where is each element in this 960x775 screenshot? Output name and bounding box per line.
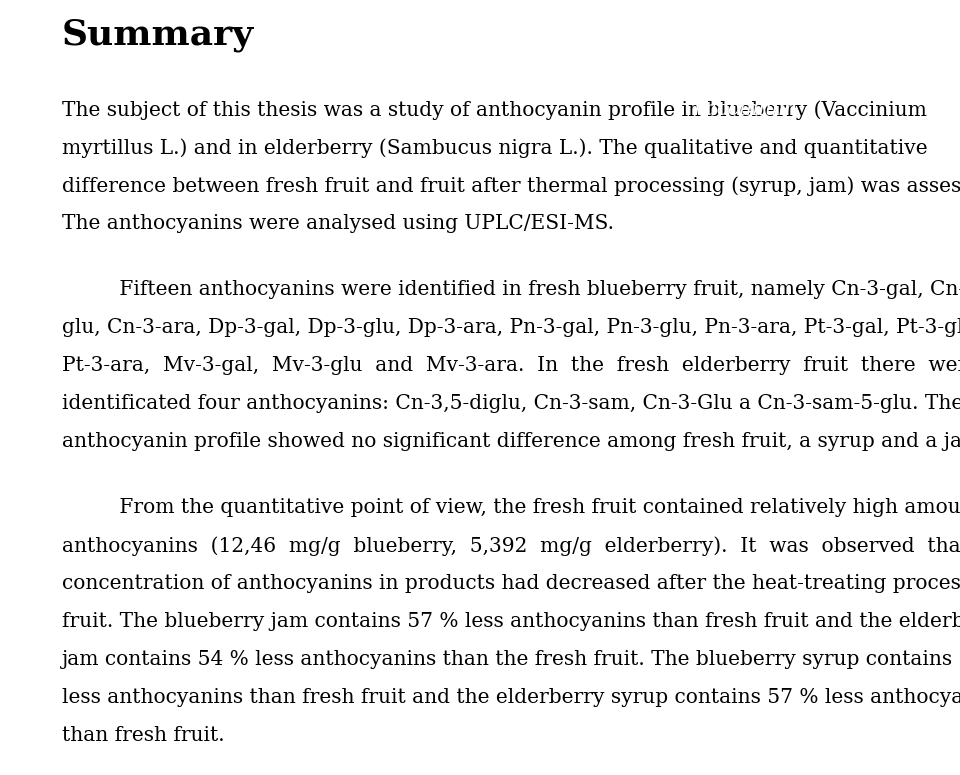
Text: myrtillus L.) and in elderberry (Sambucus nigra L.). The qualitative and quantit: myrtillus L.) and in elderberry (Sambucu… <box>62 138 927 157</box>
Text: than fresh fruit.: than fresh fruit. <box>62 726 225 745</box>
Text: jam contains 54 % less anthocyanins than the fresh fruit. The blueberry syrup co: jam contains 54 % less anthocyanins than… <box>62 650 960 669</box>
Text: less anthocyanins than fresh fruit and the elderberry syrup contains 57 % less a: less anthocyanins than fresh fruit and t… <box>62 688 960 707</box>
Text: Summary: Summary <box>62 18 254 52</box>
Text: glu, Cn-3-ara, Dp-3-gal, Dp-3-glu, Dp-3-ara, Pn-3-gal, Pn-3-glu, Pn-3-ara, Pt-3-: glu, Cn-3-ara, Dp-3-gal, Dp-3-glu, Dp-3-… <box>62 318 960 337</box>
Text: The anthocyanins were analysed using UPLC/ESI-MS.: The anthocyanins were analysed using UPL… <box>62 214 614 233</box>
Text: The subject of this thesis was a study of anthocyanin profile in blueberry (Vacc: The subject of this thesis was a study o… <box>62 100 926 119</box>
Text: Vaccinium: Vaccinium <box>693 100 798 119</box>
Text: fruit. The blueberry jam contains 57 % less anthocyanins than fresh fruit and th: fruit. The blueberry jam contains 57 % l… <box>62 612 960 631</box>
Text: anthocyanin profile showed no significant difference among fresh fruit, a syrup : anthocyanin profile showed no significan… <box>62 432 960 451</box>
Text: identificated four anthocyanins: Cn-3,5-diglu, Cn-3-sam, Cn-3-Glu a Cn-3-sam-5-g: identificated four anthocyanins: Cn-3,5-… <box>62 394 960 413</box>
Text: anthocyanins  (12,46  mg/g  blueberry,  5,392  mg/g  elderberry).  It  was  obse: anthocyanins (12,46 mg/g blueberry, 5,39… <box>62 536 960 556</box>
Text: difference between fresh fruit and fruit after thermal processing (syrup, jam) w: difference between fresh fruit and fruit… <box>62 176 960 195</box>
Text: Pt-3-ara,  Mv-3-gal,  Mv-3-glu  and  Mv-3-ara.  In  the  fresh  elderberry  frui: Pt-3-ara, Mv-3-gal, Mv-3-glu and Mv-3-ar… <box>62 356 960 375</box>
Text: Fifteen anthocyanins were identified in fresh blueberry fruit, namely Cn-3-gal, : Fifteen anthocyanins were identified in … <box>62 280 960 299</box>
Text: From the quantitative point of view, the fresh fruit contained relatively high a: From the quantitative point of view, the… <box>62 498 960 517</box>
Text: concentration of anthocyanins in products had decreased after the heat-treating : concentration of anthocyanins in product… <box>62 574 960 593</box>
